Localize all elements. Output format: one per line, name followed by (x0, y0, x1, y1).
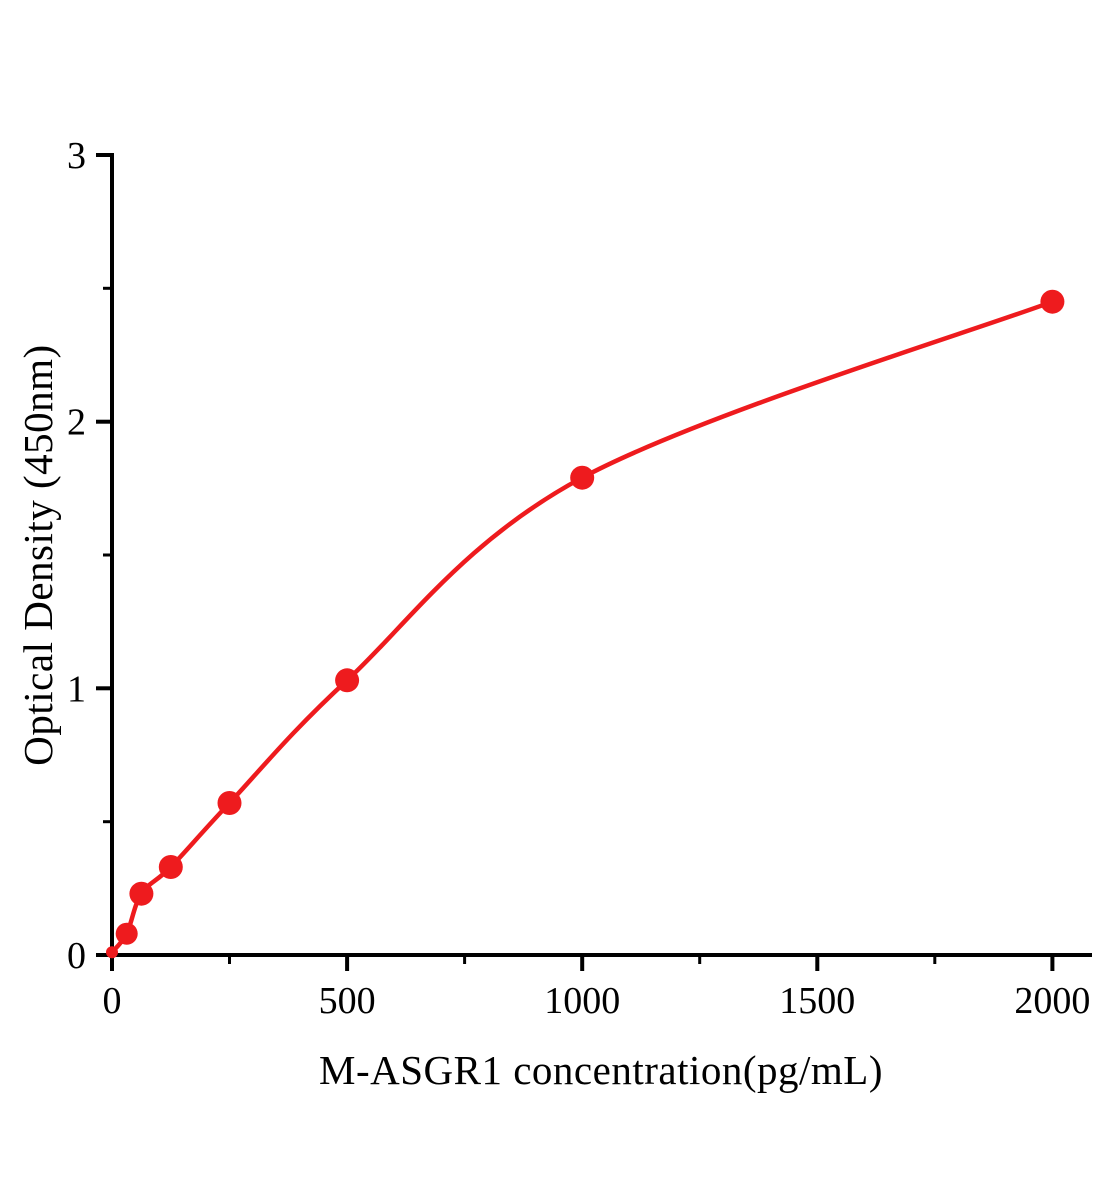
data-point-marker (106, 946, 118, 959)
data-point-marker (1040, 289, 1065, 314)
y-tick-label: 3 (67, 135, 86, 177)
data-point-marker (129, 881, 154, 906)
y-tick-label: 0 (67, 935, 86, 977)
data-points (106, 289, 1065, 959)
data-point-marker (335, 668, 360, 693)
x-tick-label: 0 (103, 980, 122, 1022)
y-tick-label: 1 (67, 668, 86, 710)
x-axis-title: M-ASGR1 concentration(pg/mL) (319, 1047, 883, 1093)
data-point-marker (115, 922, 138, 945)
x-tick-label: 1000 (544, 980, 620, 1022)
fit-curve (109, 299, 1055, 955)
data-point-marker (570, 465, 595, 490)
data-point-marker (217, 791, 242, 815)
axis-lines (110, 153, 1092, 957)
y-axis-title: Optical Density (450nm) (15, 344, 61, 766)
y-axis-ticks: 0 1 2 3 (67, 135, 112, 977)
x-axis-ticks: 0 500 1000 1500 2000 (103, 955, 1090, 1022)
x-tick-label: 500 (319, 980, 376, 1022)
data-point-marker (158, 855, 183, 879)
x-tick-label: 2000 (1014, 980, 1090, 1022)
axes (110, 153, 1092, 957)
y-tick-label: 2 (67, 402, 86, 444)
x-tick-label: 1500 (779, 980, 855, 1022)
